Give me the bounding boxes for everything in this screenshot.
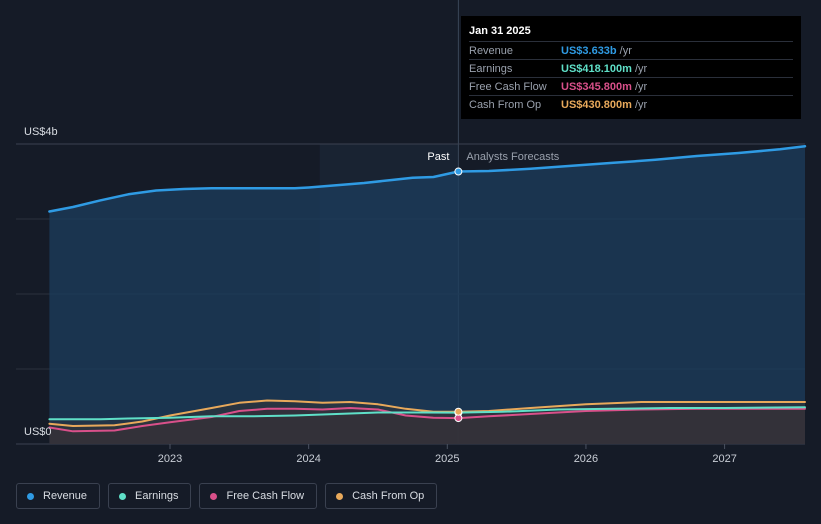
tooltip-value: US$345.800m (561, 80, 632, 93)
legend-label: Earnings (135, 490, 179, 502)
tooltip-row-revenue: Revenue US$3.633b /yr (469, 41, 793, 59)
tooltip-label: Cash From Op (469, 98, 542, 111)
legend-item-earnings[interactable]: Earnings (108, 483, 192, 509)
x-tick-label: 2025 (435, 453, 459, 465)
legend-item-cash-from-op[interactable]: Cash From Op (325, 483, 438, 509)
tooltip-row-earnings: Earnings US$418.100m /yr (469, 59, 793, 77)
tooltip-value: US$430.800m (561, 98, 632, 111)
cash-from-op-dot-icon (336, 492, 344, 500)
x-tick-label: 2027 (712, 453, 736, 465)
tooltip-unit: /yr (619, 44, 632, 57)
legend-label: Revenue (43, 490, 88, 502)
chart-legend: Revenue Earnings Free Cash Flow Cash Fro… (16, 483, 438, 509)
tooltip-unit: /yr (634, 62, 648, 75)
earnings-line (48, 406, 806, 421)
forecast-label: Analysts Forecasts (466, 151, 559, 163)
x-tick-label: 2023 (158, 453, 182, 465)
free-cash-flow-dot-icon (210, 492, 218, 500)
earnings-dot-icon (119, 492, 127, 500)
revenue-line (48, 145, 807, 213)
legend-label: Free Cash Flow (226, 490, 305, 502)
x-tick-label: 2024 (296, 453, 320, 465)
legend-label: Cash From Op (352, 490, 425, 502)
tooltip-value: US$418.100m (561, 62, 632, 75)
y-axis-top-label: US$4b (24, 126, 58, 138)
cash-from-op-marker (454, 407, 463, 416)
tooltip-label: Revenue (469, 44, 514, 57)
tooltip-label: Earnings (469, 62, 513, 75)
revenue-dot-icon (27, 492, 34, 500)
tooltip-value: US$3.633b (561, 44, 617, 57)
x-tick-label: 2026 (574, 453, 598, 465)
tooltip-date: Jan 31 2025 (469, 25, 531, 37)
revenue-marker (454, 167, 463, 176)
free-cash-flow-line (48, 407, 806, 433)
legend-item-revenue[interactable]: Revenue (16, 483, 101, 509)
revenue-area (49, 146, 805, 445)
tooltip-unit: /yr (634, 80, 648, 93)
tooltip-unit: /yr (634, 98, 648, 111)
tooltip-label: Free Cash Flow (469, 80, 547, 93)
past-label: Past (427, 151, 449, 163)
legend-item-free-cash-flow[interactable]: Free Cash Flow (199, 483, 318, 509)
data-tooltip: Jan 31 2025 Revenue US$3.633b /yr Earnin… (461, 16, 801, 119)
tooltip-row-free-cash-flow: Free Cash Flow US$345.800m /yr (469, 77, 793, 95)
tooltip-row-cash-from-op: Cash From Op US$430.800m /yr (469, 95, 793, 113)
y-axis-bottom-label: US$0 (24, 426, 52, 438)
